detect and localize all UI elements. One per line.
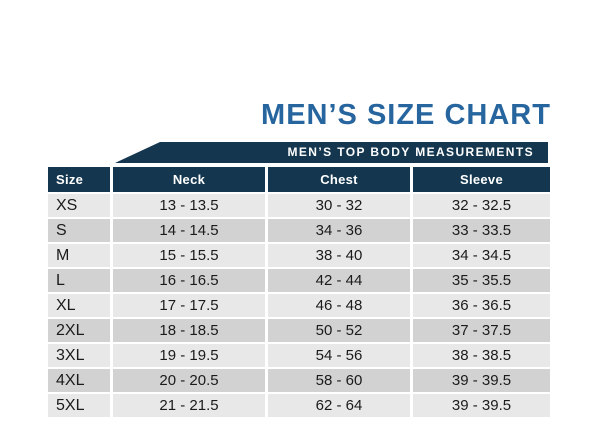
chest-cell: 50 - 52	[268, 319, 410, 342]
column-header-chest: Chest	[268, 167, 410, 192]
chest-cell: 38 - 40	[268, 244, 410, 267]
chest-cell: 42 - 44	[268, 269, 410, 292]
size-table: Size Neck Chest Sleeve XS 13 - 13.5 30 -…	[48, 167, 550, 417]
neck-cell: 18 - 18.5	[113, 319, 265, 342]
size-cell: 5XL	[48, 394, 110, 417]
size-cell: 2XL	[48, 319, 110, 342]
neck-cell: 21 - 21.5	[113, 394, 265, 417]
sleeve-cell: 38 - 38.5	[413, 344, 550, 367]
sleeve-cell: 34 - 34.5	[413, 244, 550, 267]
size-cell: S	[48, 219, 110, 242]
neck-cell: 19 - 19.5	[113, 344, 265, 367]
chest-cell: 30 - 32	[268, 194, 410, 217]
column-header-neck: Neck	[113, 167, 265, 192]
column-header-sleeve: Sleeve	[413, 167, 550, 192]
chest-cell: 54 - 56	[268, 344, 410, 367]
size-cell: L	[48, 269, 110, 292]
size-cell: XS	[48, 194, 110, 217]
column-header-size: Size	[48, 167, 110, 192]
neck-cell: 16 - 16.5	[113, 269, 265, 292]
sleeve-cell: 36 - 36.5	[413, 294, 550, 317]
sleeve-cell: 37 - 37.5	[413, 319, 550, 342]
size-cell: 4XL	[48, 369, 110, 392]
neck-cell: 17 - 17.5	[113, 294, 265, 317]
size-cell: XL	[48, 294, 110, 317]
sleeve-cell: 33 - 33.5	[413, 219, 550, 242]
chest-cell: 62 - 64	[268, 394, 410, 417]
size-cell: M	[48, 244, 110, 267]
sleeve-cell: 39 - 39.5	[413, 394, 550, 417]
table-banner: MEN’S TOP BODY MEASUREMENTS	[115, 142, 548, 163]
neck-cell: 13 - 13.5	[113, 194, 265, 217]
sleeve-cell: 32 - 32.5	[413, 194, 550, 217]
chest-cell: 58 - 60	[268, 369, 410, 392]
chest-cell: 46 - 48	[268, 294, 410, 317]
neck-cell: 20 - 20.5	[113, 369, 265, 392]
sleeve-cell: 39 - 39.5	[413, 369, 550, 392]
sleeve-cell: 35 - 35.5	[413, 269, 550, 292]
page-title: MEN’S SIZE CHART	[261, 99, 551, 131]
size-cell: 3XL	[48, 344, 110, 367]
neck-cell: 15 - 15.5	[113, 244, 265, 267]
neck-cell: 14 - 14.5	[113, 219, 265, 242]
chest-cell: 34 - 36	[268, 219, 410, 242]
